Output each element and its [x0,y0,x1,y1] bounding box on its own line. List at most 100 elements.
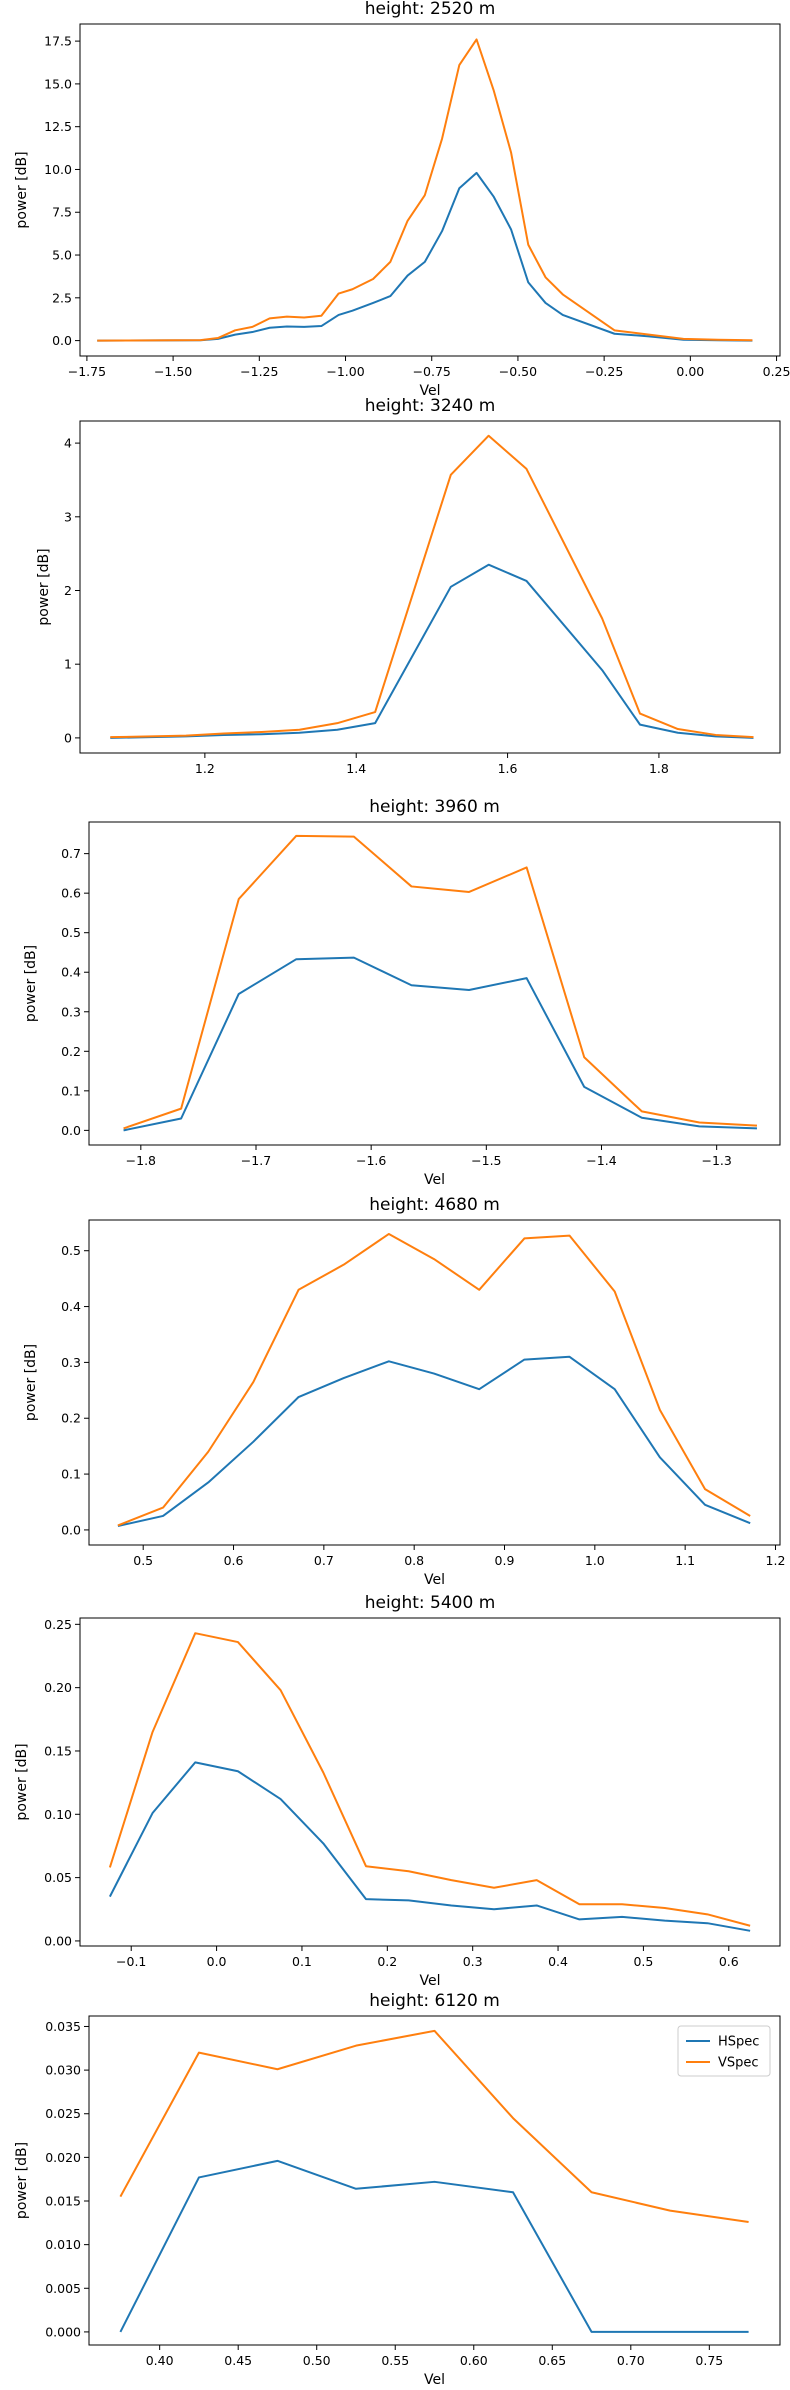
x-tick-label: 1.8 [649,761,669,776]
x-tick-label: −1.5 [471,1153,501,1168]
x-tick-label: −1.3 [701,1153,731,1168]
y-tick-label: 0.00 [44,1933,72,1948]
y-tick-label: 0.010 [45,2237,81,2252]
y-tick-label: 0.5 [61,1243,81,1258]
y-tick-label: 0.7 [61,846,81,861]
legend-box [677,2025,771,2077]
y-tick-label: 2.5 [52,290,72,305]
y-tick-label: 0.030 [45,2063,81,2078]
y-tick-label: 12.5 [44,119,72,134]
x-tick-label: 1.1 [675,1553,695,1568]
chart-title: height: 4680 m [369,1195,500,1215]
series-line-vspec [97,38,753,342]
y-axis-label: power [dB] [14,2142,30,2219]
y-tick-label: 0.3 [61,1004,81,1019]
x-tick-label: −0.50 [499,364,537,379]
x-tick-label: −0.1 [116,1954,146,1969]
y-tick-label: 0.10 [44,1807,72,1822]
y-axis-label: power [dB] [36,548,52,625]
y-tick-label: 2 [64,583,72,598]
plot-frame [79,1617,781,1947]
chart-title: height: 3240 m [365,396,496,416]
x-tick-label: 0.55 [381,2353,409,2368]
series-line-vspec [117,1232,751,1527]
series-line-hspec [117,1355,751,1527]
y-tick-label: 0.000 [45,2324,81,2339]
y-tick-label: 15.0 [44,76,72,91]
y-axis-label: power [dB] [14,151,30,228]
x-tick-label: 0.0 [207,1954,227,1969]
x-tick-label: 0.1 [292,1954,312,1969]
x-tick-label: −0.75 [413,364,451,379]
series-line-hspec [110,563,754,739]
x-tick-label: 0.2 [377,1954,397,1969]
y-tick-label: 0.2 [61,1411,81,1426]
y-tick-label: 0.05 [44,1870,72,1885]
x-tick-label: −0.25 [585,364,623,379]
y-tick-label: 0.3 [61,1355,81,1370]
plot-frame [79,420,781,754]
x-tick-label: −1.00 [326,364,364,379]
y-tick-label: 3 [64,509,72,524]
y-tick-label: 0.0 [52,333,72,348]
legend-label-hspec: HSpec [718,2035,759,2050]
chart-title: height: 6120 m [369,1991,500,2011]
y-tick-label: 0.0 [61,1522,81,1537]
x-axis-label: Vel [424,2372,445,2388]
x-tick-label: 0.70 [617,2353,645,2368]
y-tick-label: 0.4 [61,965,81,980]
legend-label-vspec: VSpec [718,2056,759,2071]
x-axis-label: Vel [420,383,441,399]
plot-frame [79,23,781,357]
y-tick-label: 1 [64,657,72,672]
series-line-hspec [108,1761,751,1932]
x-tick-label: 0.4 [548,1954,568,1969]
y-tick-label: 0.6 [61,886,81,901]
x-tick-label: 0.3 [463,1954,483,1969]
y-tick-label: 5.0 [52,248,72,263]
chart-panel-2: height: 3240 m 1.2 1.4 1.6 1.8 0 1 2 3 4 power [dB… [36,396,781,776]
x-tick-label: 1.4 [346,761,366,776]
y-tick-label: 0.025 [45,2106,81,2121]
series-line-hspec [119,2159,749,2333]
chart-title: height: 5400 m [365,1593,496,1613]
x-tick-label: 0.60 [460,2353,488,2368]
chart-panel-4: height: 4680 m 0.5 0.6 0.7 0.8 0.9 1.0 1.1 1.2 0.… [23,1195,785,1588]
x-tick-label: 0.5 [133,1553,153,1568]
x-tick-label: 0.6 [719,1954,739,1969]
x-tick-label: 1.2 [766,1553,786,1568]
series-line-hspec [123,956,758,1132]
x-axis-label: Vel [424,1172,445,1188]
y-tick-label: 0.2 [61,1044,81,1059]
y-tick-label: 0.005 [45,2281,81,2296]
y-tick-label: 7.5 [52,205,72,220]
chart-panel-5: height: 5400 m −0.1 0.0 0.1 0.2 0.3 0.4 0.5 0.6 0… [14,1593,781,1989]
x-tick-label: 0.7 [314,1553,334,1568]
y-tick-label: 10.0 [44,162,72,177]
x-tick-label: 0.6 [224,1553,244,1568]
x-tick-label: 0.65 [538,2353,566,2368]
x-tick-label: −1.6 [356,1153,386,1168]
series-line-vspec [108,1632,751,1927]
series-line-vspec [110,434,754,739]
y-tick-label: 0.25 [44,1617,72,1632]
y-tick-label: 0 [64,730,72,745]
x-tick-label: −1.8 [126,1153,156,1168]
y-tick-label: 0.1 [61,1467,81,1482]
x-tick-label: 0.00 [676,364,704,379]
x-tick-label: 0.9 [495,1553,515,1568]
y-axis-label: power [dB] [23,945,39,1022]
legend: HSpec VSpec [677,2025,771,2077]
x-tick-label: 1.2 [195,761,215,776]
y-tick-label: 17.5 [44,34,72,49]
x-tick-label: 0.75 [695,2353,723,2368]
y-tick-label: 0.035 [45,2019,81,2034]
x-tick-label: 1.6 [498,761,518,776]
y-tick-label: 0.20 [44,1680,72,1695]
y-tick-label: 0.0 [61,1123,81,1138]
chart-panel-3: height: 3960 m −1.8 −1.7 −1.6 −1.5 −1.4 −1.3 0.… [23,797,781,1188]
series-line-vspec [119,2029,749,2223]
series-line-hspec [97,171,753,342]
chart-panel-6: height: 6120 m 0.40 0.45 0.50 0.55 0.60 0.65 0.… [14,1991,781,2388]
y-tick-label: 0.020 [45,2150,81,2165]
